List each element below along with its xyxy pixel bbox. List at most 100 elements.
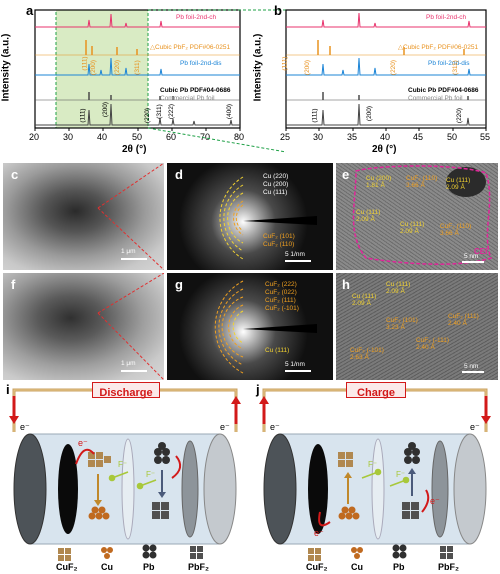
e-label-4: Cu (111) 2.09 Å <box>400 221 425 235</box>
panel-a: a <box>0 0 250 162</box>
panel-i-discharge: i <box>0 382 250 574</box>
panel-f-tem-image: f 1 μm <box>3 273 164 380</box>
pb-peak-b-0: (111) <box>311 108 319 123</box>
cu-cluster-i <box>88 506 110 520</box>
panel-label-g: g <box>175 277 183 292</box>
charge-title: Charge <box>357 387 395 399</box>
label-commercial-b: Commercial Pb foil <box>408 95 463 102</box>
pbf2-cluster-i <box>152 502 169 519</box>
x-tick-a-0: 20 <box>29 132 40 142</box>
pbf2-peak-b-0: (111) <box>281 56 289 71</box>
cei-boundary-e <box>352 165 492 265</box>
ring-d-2: Cu (111) <box>263 189 288 196</box>
ring-d-1: Cu (200) <box>263 181 289 188</box>
electron-label-j-right: e⁻ <box>470 422 480 432</box>
pb-reference-b <box>286 92 486 101</box>
charge-banner: Charge <box>346 382 406 399</box>
x-axis-label-a: 2θ (°) <box>122 144 147 155</box>
pb-peak-b-2: (220) <box>456 107 464 124</box>
dark-grain-e <box>446 167 486 197</box>
x-tick-a-4: 60 <box>166 132 177 142</box>
legend-i-2: Pb <box>143 562 155 572</box>
pb-peak-b-1: (200) <box>366 105 374 122</box>
label-pb-b: Cubic Pb PDF#04-0686 <box>408 87 479 94</box>
legend-icons-j <box>308 544 453 561</box>
e-label-1: Cu (111) 2.09 Å <box>356 209 381 223</box>
ring-g-0: CuF₂ (222) <box>265 281 297 288</box>
fluoride-label-j-1: F⁻ <box>396 470 406 479</box>
scalebar-h <box>462 371 484 373</box>
ring-g-2: CuF₂ (111) <box>265 297 296 304</box>
xrd-chart-b <box>285 9 487 131</box>
scale-label-h: 5 nm <box>464 363 479 370</box>
panel-label-f: f <box>11 277 16 292</box>
label-pbf2-b: △Cubic PbF₂ PDF#06-0251 <box>398 44 479 51</box>
pbf2-cluster-j <box>402 502 419 519</box>
y-axis-label-b: Intensity (a.u.) <box>252 33 264 102</box>
label-discharge-a: Pb foil-2nd-dis <box>180 60 222 67</box>
ring-g-4: Cu (111) <box>265 347 290 354</box>
series-commercial-b <box>286 103 486 126</box>
h-label-1: Cu (111) 2.09 Å <box>386 281 411 295</box>
pbf2-reference-a <box>35 40 240 56</box>
x-tick-b-4: 45 <box>413 132 424 142</box>
legend-i-0: CuF₂ <box>56 562 78 572</box>
legend-j-1: Cu <box>351 562 363 572</box>
zoom-lines-c <box>97 163 164 270</box>
panel-label-a: a <box>26 3 34 18</box>
h-label-2: CuF₂ (101) 3.23 Å <box>386 317 418 331</box>
x-tick-a-2: 40 <box>97 132 108 142</box>
pbf2-peak-b-1: (200) <box>304 59 312 76</box>
series-commercial-a <box>35 103 240 126</box>
legend-icons-i <box>58 544 203 561</box>
ring-d-0: Cu (220) <box>263 173 289 180</box>
x-tick-b-0: 25 <box>280 132 291 142</box>
h-label-0: Cu (111) 2.09 Å <box>352 293 377 307</box>
zoom-connector <box>147 9 287 153</box>
pb-cluster-j <box>404 442 420 464</box>
electron-label-i-left: e⁻ <box>20 422 30 432</box>
legend-i-1: Cu <box>101 562 113 572</box>
series-charge-a <box>35 13 240 28</box>
x-axis-label-b: 2θ (°) <box>372 144 397 155</box>
electron-label-i-inner: e⁻ <box>78 438 88 448</box>
scale-label-c: 1 μm <box>121 248 136 255</box>
series-discharge-b <box>286 57 486 76</box>
panel-label-h: h <box>342 277 350 292</box>
panel-h-hrtem: h Cu (111) 2.09 Å Cu (111) 2.09 Å CuF₂ (… <box>336 273 498 380</box>
panel-label-e: e <box>342 167 350 182</box>
x-tick-a-3: 50 <box>132 132 143 142</box>
h-label-4: CuF₂ (111) 2.40 Å <box>448 313 479 327</box>
label-charge-b: Pb foil-2nd-ch <box>426 14 467 21</box>
panel-e-hrtem: e Cu (200) 1.81 Å Cu (111) 2.09 Å CuF₂ (… <box>336 163 498 270</box>
x-tick-b-3: 40 <box>380 132 391 142</box>
panel-label-d: d <box>175 167 183 182</box>
panel-j-charge: j <box>250 382 500 574</box>
legend-i-3: PbF₂ <box>188 562 209 572</box>
scale-label-e: 5 nm <box>464 253 479 260</box>
label-pbf2-a: △Cubic PbF₂ PDF#06-0251 <box>150 44 231 51</box>
x-tick-b-2: 35 <box>347 132 358 142</box>
x-tick-b-5: 50 <box>447 132 458 142</box>
legend-j-2: Pb <box>393 562 405 572</box>
pb-cluster-i <box>154 442 170 464</box>
x-tick-b-1: 30 <box>313 132 324 142</box>
x-tick-b-6: 55 <box>480 132 491 142</box>
electron-label-i-right: e⁻ <box>220 422 230 432</box>
e-label-3: Cu (111) 2.09 Å <box>446 177 471 191</box>
legend-j-0: CuF₂ <box>306 562 328 572</box>
diffraction-rings-d <box>219 176 317 262</box>
highlight-region-a <box>56 10 148 128</box>
scale-label-d: 5 1/nm <box>285 251 305 258</box>
fluoride-label-i-0: F⁻ <box>118 460 128 469</box>
pbf2-peak-b-3: (311) <box>451 60 459 75</box>
panel-d-saed: d Cu (220) Cu (200) Cu (111) CuF₂ (101) … <box>167 163 333 270</box>
electron-label-j-inner: e⁻ <box>314 528 324 538</box>
fluoride-label-j-0: F⁻ <box>368 460 378 469</box>
pbf2-reference-b <box>286 40 486 56</box>
xrd-chart-a <box>34 9 241 131</box>
pbf2-peak-b-2: (220) <box>390 59 398 76</box>
x-ticks-a <box>34 128 241 131</box>
series-charge-b <box>286 12 486 28</box>
label-charge-a: Pb foil-2nd-ch <box>176 14 217 21</box>
